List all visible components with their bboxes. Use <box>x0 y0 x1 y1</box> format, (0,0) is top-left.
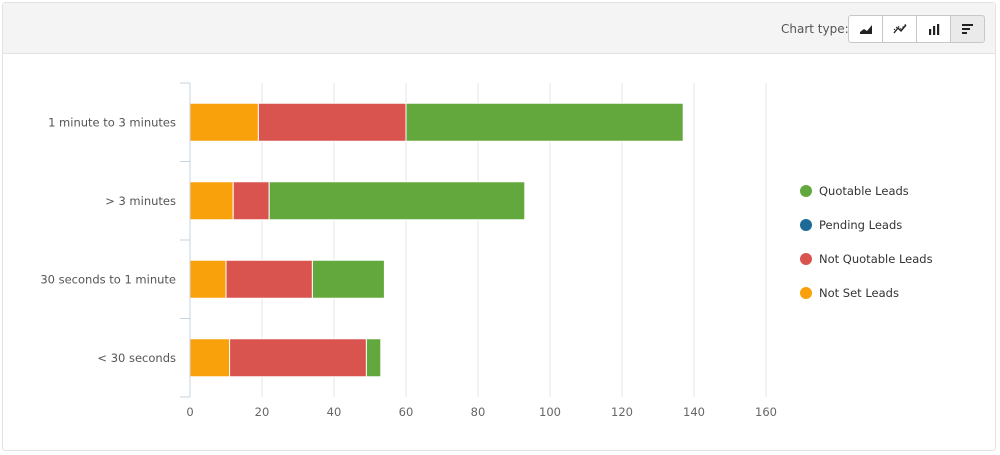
bar-segment-not-set-leads[interactable] <box>189 259 227 299</box>
legend-marker <box>800 287 812 299</box>
column-chart-icon <box>928 24 939 35</box>
x-tick-label: 20 <box>255 405 270 419</box>
legend-marker <box>800 219 812 231</box>
x-tick-label: 60 <box>399 405 414 419</box>
bar-segment-not-set-leads[interactable] <box>189 102 259 142</box>
bars <box>189 102 684 378</box>
x-tick-label: 100 <box>539 405 561 419</box>
chart-type-label: Chart type: <box>781 22 849 36</box>
bar-chart-icon <box>961 24 973 34</box>
x-tick-label: 0 <box>186 405 193 419</box>
category-label: > 3 minutes <box>105 194 176 208</box>
bar-chart-button[interactable] <box>950 15 985 43</box>
column-chart-button[interactable] <box>916 15 951 43</box>
line-chart-icon <box>892 23 907 34</box>
legend-item[interactable]: Quotable Leads <box>819 184 909 198</box>
legend-marker <box>800 185 812 197</box>
category-label: 30 seconds to 1 minute <box>40 272 176 286</box>
y-axis <box>180 82 191 398</box>
x-tick-label: 80 <box>471 405 486 419</box>
category-labels: 1 minute to 3 minutes > 3 minutes 30 secon… <box>40 115 176 365</box>
area-chart-icon <box>859 25 872 34</box>
bar-segment-not-quotable-leads[interactable] <box>225 259 313 299</box>
category-label: 1 minute to 3 minutes <box>48 115 176 129</box>
bar-segment-quotable-leads[interactable] <box>365 338 382 378</box>
bar-segment-quotable-leads[interactable] <box>268 181 526 221</box>
legend-item[interactable]: Not Quotable Leads <box>819 252 933 266</box>
x-axis-ticks: 0 20 40 60 80 100 120 140 160 <box>186 405 777 419</box>
line-chart-button[interactable] <box>882 15 917 43</box>
bar-segment-not-set-leads[interactable] <box>189 338 231 378</box>
chart-toolbar: Chart type: <box>3 3 995 54</box>
category-label: < 30 seconds <box>97 351 176 365</box>
bar-segment-quotable-leads[interactable] <box>405 102 684 142</box>
legend-item[interactable]: Pending Leads <box>819 218 902 232</box>
x-tick-label: 40 <box>327 405 342 419</box>
legend: Quotable Leads Pending Leads Not Quotable … <box>800 184 933 300</box>
x-tick-label: 160 <box>755 405 777 419</box>
x-tick-label: 120 <box>611 405 633 419</box>
legend-item[interactable]: Not Set Leads <box>819 286 899 300</box>
x-tick-label: 140 <box>683 405 705 419</box>
bar-segment-not-quotable-leads[interactable] <box>229 338 367 378</box>
bar-segment-not-set-leads[interactable] <box>189 181 234 221</box>
bar-segment-quotable-leads[interactable] <box>311 259 385 299</box>
legend-marker <box>800 253 812 265</box>
chart-type-selector <box>848 15 985 45</box>
bar-segment-not-quotable-leads[interactable] <box>232 181 270 221</box>
bar-segment-not-quotable-leads[interactable] <box>257 102 407 142</box>
